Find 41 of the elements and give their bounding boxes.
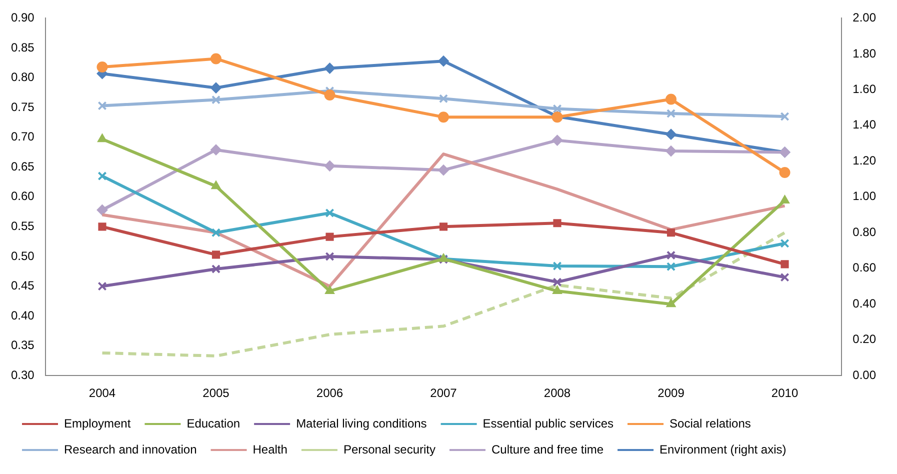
x-tick-label: 2009: [658, 386, 685, 400]
y-tick-label: 0.80: [10, 70, 35, 84]
legend-label: Culture and free time: [491, 442, 604, 456]
y-tick-label: 0.75: [10, 100, 35, 114]
x-tick-label: 2004: [88, 386, 116, 400]
y2-tick-label: 0.40: [852, 296, 876, 310]
y2-tick-label: 0.20: [852, 332, 876, 346]
y-tick-label: 0.65: [10, 159, 35, 174]
legend-label: Material living conditions: [296, 416, 427, 430]
y-tick-label: 0.50: [10, 248, 35, 263]
y-tick-label: 0.55: [10, 218, 35, 233]
y-tick-label: 0.35: [10, 338, 35, 352]
y-tick-label: 0.45: [10, 278, 35, 293]
y-tick-label: 0.90: [10, 10, 35, 25]
y-tick-label: 0.85: [10, 40, 35, 54]
y2-tick-label: 1.60: [852, 82, 876, 96]
y2-tick-label: 1.00: [852, 189, 876, 204]
x-tick-label: 2007: [430, 386, 458, 400]
x-tick-label: 2006: [316, 386, 344, 400]
y-tick-label: 0.70: [10, 130, 35, 144]
y-tick-label: 0.30: [10, 368, 35, 382]
y2-tick-label: 0.00: [852, 368, 876, 382]
legend-label: Employment: [64, 416, 132, 430]
legend-label: Education: [186, 416, 240, 430]
legend-label: Essential public services: [482, 416, 614, 430]
legend-label: Research and innovation: [64, 442, 197, 456]
x-tick-label: 2005: [202, 386, 230, 400]
legend-label: Social relations: [670, 416, 751, 430]
x-tick-label: 2010: [771, 386, 798, 400]
y2-tick-label: 2.00: [852, 10, 876, 25]
y-tick-label: 0.60: [10, 189, 35, 204]
y2-tick-label: 0.80: [852, 224, 876, 239]
y2-tick-label: 1.80: [852, 46, 876, 60]
y2-tick-label: 1.40: [852, 118, 876, 132]
legend-label: Health: [252, 442, 288, 456]
legend-label: Personal security: [343, 442, 436, 456]
y2-tick-label: 1.20: [852, 153, 876, 168]
y-tick-label: 0.40: [10, 308, 35, 322]
legend-label: Environment (right axis): [660, 442, 786, 456]
x-tick-label: 2008: [544, 386, 571, 400]
y2-tick-label: 0.60: [852, 260, 876, 275]
